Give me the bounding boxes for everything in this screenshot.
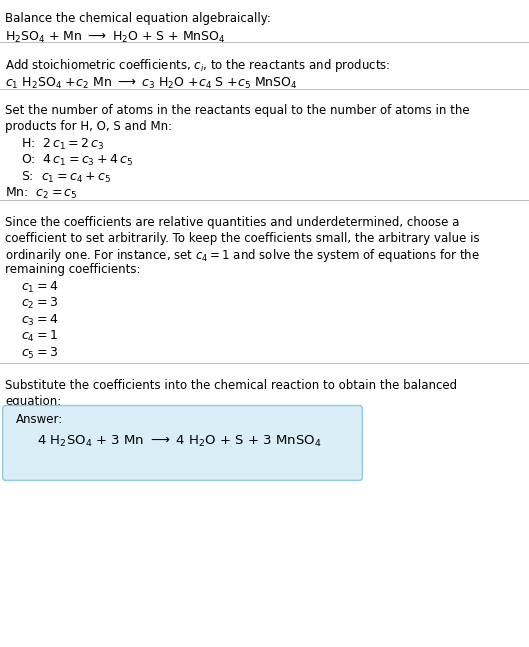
Text: Set the number of atoms in the reactants equal to the number of atoms in the: Set the number of atoms in the reactants… (5, 104, 470, 117)
Text: $c_2 = 3$: $c_2 = 3$ (21, 296, 58, 311)
Text: equation:: equation: (5, 395, 61, 408)
Text: S:  $c_1 = c_4 + c_5$: S: $c_1 = c_4 + c_5$ (21, 170, 111, 185)
Text: $c_1$ $\mathrm{H_2SO_4}$ $+ c_2$ Mn $\longrightarrow$ $c_3$ $\mathrm{H_2O}$ $+ c: $c_1$ $\mathrm{H_2SO_4}$ $+ c_2$ Mn $\lo… (5, 76, 298, 91)
Text: O:  $4\,c_1 = c_3 + 4\,c_5$: O: $4\,c_1 = c_3 + 4\,c_5$ (21, 153, 133, 168)
Text: Answer:: Answer: (16, 413, 63, 426)
Text: Add stoichiometric coefficients, $c_i$, to the reactants and products:: Add stoichiometric coefficients, $c_i$, … (5, 57, 391, 74)
Text: $c_4 = 1$: $c_4 = 1$ (21, 329, 58, 344)
Text: $4\ \mathrm{H_2SO_4}$ $+$ 3 Mn $\longrightarrow$ $4\ \mathrm{H_2O}$ $+$ S $+$ 3 : $4\ \mathrm{H_2SO_4}$ $+$ 3 Mn $\longrig… (37, 434, 322, 450)
Text: Balance the chemical equation algebraically:: Balance the chemical equation algebraica… (5, 12, 271, 25)
Text: coefficient to set arbitrarily. To keep the coefficients small, the arbitrary va: coefficient to set arbitrarily. To keep … (5, 232, 480, 245)
Text: $\mathrm{H_2SO_4}$ $+$ Mn $\longrightarrow$ $\mathrm{H_2O}$ $+$ S $+$ $\mathrm{M: $\mathrm{H_2SO_4}$ $+$ Mn $\longrightarr… (5, 30, 226, 45)
Text: products for H, O, S and Mn:: products for H, O, S and Mn: (5, 120, 172, 133)
Text: Substitute the coefficients into the chemical reaction to obtain the balanced: Substitute the coefficients into the che… (5, 379, 458, 392)
Text: Since the coefficients are relative quantities and underdetermined, choose a: Since the coefficients are relative quan… (5, 216, 460, 229)
Text: Mn:  $c_2 = c_5$: Mn: $c_2 = c_5$ (5, 186, 78, 201)
Text: H:  $2\,c_1 = 2\,c_3$: H: $2\,c_1 = 2\,c_3$ (21, 137, 105, 152)
Text: $c_1 = 4$: $c_1 = 4$ (21, 280, 59, 295)
Text: remaining coefficients:: remaining coefficients: (5, 263, 141, 276)
FancyBboxPatch shape (3, 406, 362, 480)
Text: $c_3 = 4$: $c_3 = 4$ (21, 313, 59, 328)
Text: ordinarily one. For instance, set $c_4 = 1$ and solve the system of equations fo: ordinarily one. For instance, set $c_4 =… (5, 247, 480, 264)
Text: $c_5 = 3$: $c_5 = 3$ (21, 345, 58, 360)
